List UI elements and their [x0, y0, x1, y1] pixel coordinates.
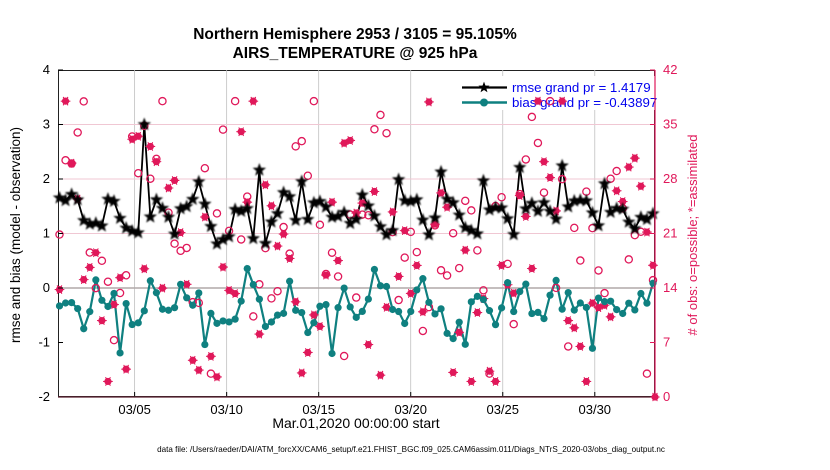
svg-text:03/25: 03/25 — [486, 402, 519, 417]
svg-text:35: 35 — [663, 117, 677, 132]
svg-text:4: 4 — [43, 62, 50, 77]
svg-text:03/10: 03/10 — [210, 402, 243, 417]
svg-text:3: 3 — [43, 117, 50, 132]
svg-text:42: 42 — [663, 62, 677, 77]
svg-text:1: 1 — [43, 226, 50, 241]
svg-text:0: 0 — [43, 280, 50, 295]
svg-text:rmse grand pr = 1.4179: rmse grand pr = 1.4179 — [512, 80, 651, 95]
svg-text:# of obs: o=possible; *=assimi: # of obs: o=possible; *=assimilated — [685, 135, 700, 336]
svg-text:0: 0 — [663, 389, 670, 404]
svg-text:21: 21 — [663, 226, 677, 241]
svg-text:2: 2 — [43, 171, 50, 186]
svg-text:14: 14 — [663, 280, 677, 295]
svg-text:-1: -1 — [38, 335, 50, 350]
svg-text:-2: -2 — [38, 389, 50, 404]
svg-text:28: 28 — [663, 171, 677, 186]
svg-text:7: 7 — [663, 335, 670, 350]
svg-text:rmse and bias (model - observa: rmse and bias (model - observation) — [8, 127, 23, 343]
svg-text:data file: /Users/raeder/DAI/A: data file: /Users/raeder/DAI/ATM_forcXX/… — [157, 445, 665, 454]
svg-text:03/30: 03/30 — [579, 402, 612, 417]
svg-text:Mar.01,2020 00:00:00 start: Mar.01,2020 00:00:00 start — [272, 415, 439, 431]
svg-text:bias grand pr = -0.43897: bias grand pr = -0.43897 — [512, 95, 657, 110]
svg-text:AIRS_TEMPERATURE @ 925 hPa: AIRS_TEMPERATURE @ 925 hPa — [233, 45, 478, 62]
svg-text:Northern Hemisphere 2953 / 310: Northern Hemisphere 2953 / 3105 = 95.105… — [193, 26, 517, 43]
svg-text:03/05: 03/05 — [118, 402, 151, 417]
